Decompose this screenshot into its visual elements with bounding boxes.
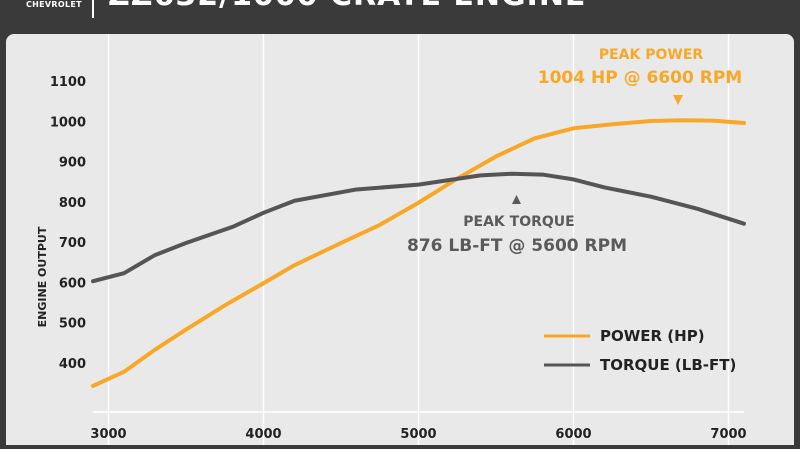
y-tick-label: 400 — [59, 357, 86, 372]
x-tick-labels: 3000 4000 5000 6000 7000 — [90, 427, 746, 442]
line-chart: 3000 4000 5000 6000 7000 400 500 600 700 800 900 1… — [36, 34, 747, 445]
legend-power-label: POWER (HP) — [600, 327, 705, 345]
header-divider — [92, 0, 94, 18]
y-tick-label: 800 — [59, 196, 86, 211]
peak-power-label: PEAK POWER — [599, 47, 704, 63]
y-tick-label: 1000 — [50, 115, 86, 130]
torque-line — [91, 171, 746, 284]
chart-title: ZZ632/1000 CRATE ENGINE — [108, 0, 586, 12]
y-tick-label: 500 — [59, 317, 86, 332]
y-tick-labels: 400 500 600 700 800 900 1000 1100 — [50, 75, 86, 372]
power-line — [91, 118, 746, 388]
title-clip: ZZ632/1000 CRATE ENGINE — [108, 0, 708, 12]
y-tick-label: 1100 — [50, 75, 86, 90]
peak-torque-label: PEAK TORQUE — [463, 214, 574, 230]
grid — [93, 34, 744, 445]
peak-power-value: 1004 HP @ 6600 RPM — [538, 68, 742, 88]
x-tick-label: 4000 — [245, 427, 281, 442]
header: CHEVROLET ZZ632/1000 CRATE ENGINE — [0, 0, 800, 34]
series-lines — [91, 118, 746, 388]
legend: POWER (HP) TORQUE (LB-FT) — [544, 327, 736, 374]
x-tick-label: 6000 — [555, 427, 591, 442]
y-axis-label: ENGINE OUTPUT — [36, 226, 49, 327]
x-tick-label: 3000 — [90, 427, 126, 442]
y-tick-label: 700 — [59, 236, 86, 251]
peak-torque-value: 876 LB-FT @ 5600 RPM — [407, 236, 627, 256]
chart-panel: 3000 4000 5000 6000 7000 400 500 600 700 800 900 1… — [6, 34, 794, 445]
y-tick-label: 600 — [59, 276, 86, 291]
y-tick-label: 900 — [59, 156, 86, 171]
x-tick-label: 7000 — [710, 427, 746, 442]
brand-logo-text: CHEVROLET — [26, 0, 82, 9]
peak-power-marker-icon — [673, 95, 683, 105]
x-tick-label: 5000 — [400, 427, 436, 442]
legend-torque-label: TORQUE (LB-FT) — [600, 356, 736, 374]
peak-torque-marker-icon — [512, 195, 521, 204]
